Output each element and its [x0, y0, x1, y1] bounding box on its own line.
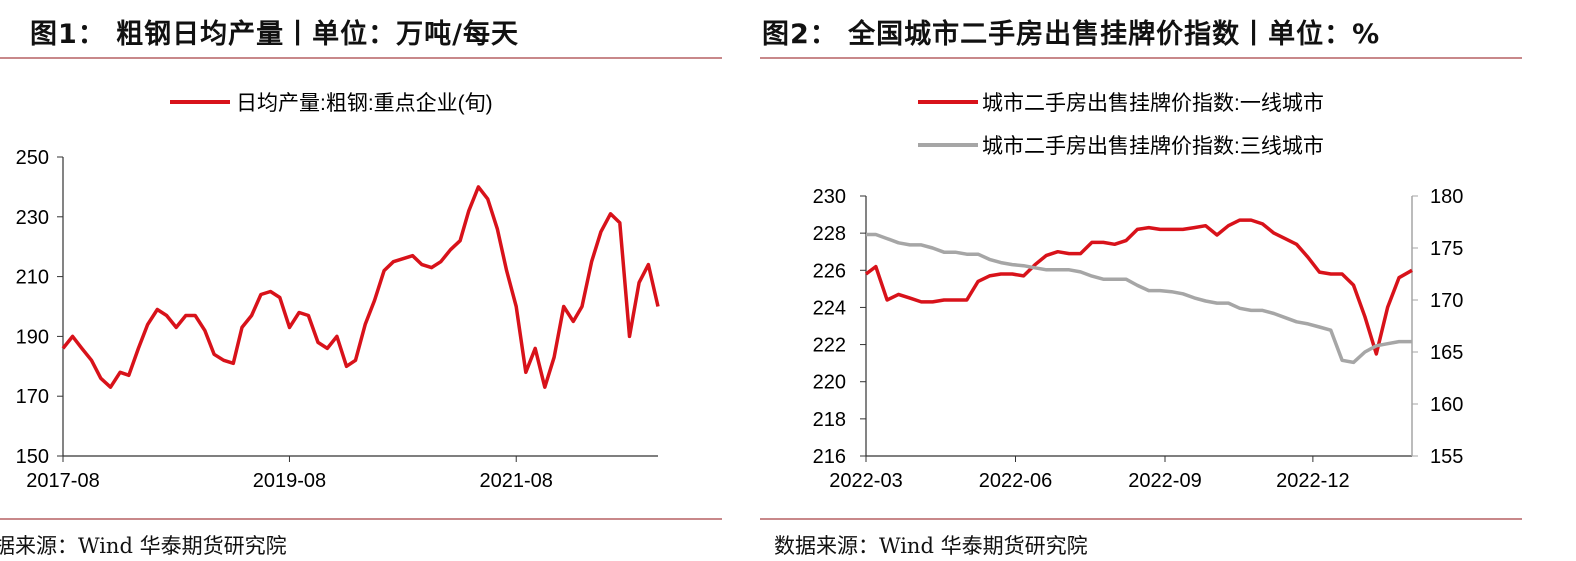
y-tick-label: 230 [16, 207, 49, 229]
series-line-tier1-cities [864, 218, 1413, 356]
footer-rule [760, 518, 1522, 520]
title-rule [0, 57, 722, 59]
legend-label: 城市二手房出售挂牌价指数:三线城市 [982, 135, 1324, 158]
x-tick-label: 2019-08 [253, 470, 326, 492]
series-line-tier3-cities [866, 232, 1412, 365]
x-tick-label: 2017-08 [26, 470, 99, 492]
left-y-tick-label: 230 [813, 186, 846, 208]
left-y-tick-label: 218 [813, 409, 846, 431]
left-y-tick-label: 224 [813, 297, 846, 319]
y-tick-label: 170 [16, 386, 49, 408]
source-note: 据来源：Wind 华泰期货研究院 [0, 534, 287, 558]
series-line-steel-output [61, 185, 660, 389]
source-note: 数据来源：Wind 华泰期货研究院 [774, 534, 1088, 558]
right-y-tick-label: 180 [1430, 186, 1463, 208]
chart-title: 图2： 全国城市二手房出售挂牌价指数丨单位：% [762, 19, 1381, 50]
y-tick-label: 150 [16, 446, 49, 468]
chart-panel-housing: 图2： 全国城市二手房出售挂牌价指数丨单位：% 城市二手房出售挂牌价指数:一线城… [760, 0, 1576, 561]
right-y-tick-label: 170 [1430, 290, 1463, 312]
chart-panel-steel: 图1： 粗钢日均产量丨单位：万吨/每天 日均产量:粗钢:重点企业(旬) 150 17… [0, 0, 740, 561]
legend-label: 日均产量:粗钢:重点企业(旬) [236, 92, 493, 115]
left-y-tick-label: 220 [813, 372, 846, 394]
right-y-tick-label: 160 [1430, 394, 1463, 416]
x-tick-label: 2021-08 [480, 470, 553, 492]
y-tick-label: 210 [16, 267, 49, 289]
title-rule [760, 57, 1522, 59]
left-y-tick-label: 216 [813, 446, 846, 468]
legend-label: 城市二手房出售挂牌价指数:一线城市 [982, 92, 1324, 115]
y-tick-label: 190 [16, 326, 49, 348]
x-tick-label: 2022-09 [1128, 470, 1201, 492]
footer-rule [0, 518, 722, 520]
right-y-tick-label: 165 [1430, 342, 1463, 364]
line-chart-steel: 日均产量:粗钢:重点企业(旬) 150 170 190 210 230 250 2017-08… [16, 92, 660, 492]
left-y-tick-label: 228 [813, 223, 846, 245]
chart-title: 图1： 粗钢日均产量丨单位：万吨/每天 [30, 19, 520, 50]
right-y-tick-label: 175 [1430, 238, 1463, 260]
y-tick-label: 250 [16, 147, 49, 169]
left-y-tick-label: 226 [813, 260, 846, 282]
left-y-tick-label: 222 [813, 335, 846, 357]
x-tick-label: 2022-03 [829, 470, 902, 492]
x-tick-label: 2022-12 [1276, 470, 1349, 492]
x-tick-label: 2022-06 [979, 470, 1052, 492]
right-y-tick-label: 155 [1430, 446, 1463, 468]
